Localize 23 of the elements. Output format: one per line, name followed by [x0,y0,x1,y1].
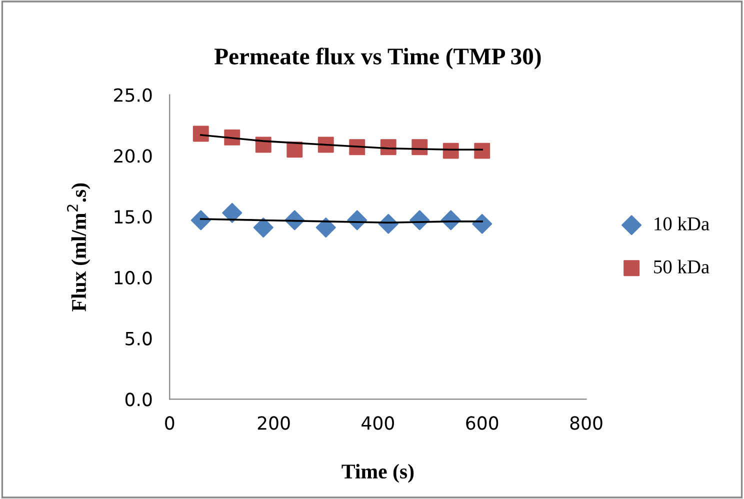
x-tick-label: 800 [570,416,602,430]
point [286,142,303,158]
y-tick-label: 25.0 [114,88,152,102]
legend-label: 10 kDa [654,216,710,230]
x-axis-title: Time (s) [342,464,414,483]
point [192,126,209,142]
y-axis-title: Flux (ml/m$^{2}$.s) [67,183,90,312]
x-tick-label: 400 [362,416,394,430]
point [316,218,336,238]
y-tick-label: 5.0 [126,332,152,346]
y-tick-label: 10.0 [114,270,152,285]
point [472,214,492,234]
x-tick-label: 0 [165,416,174,430]
x-tick-label: 200 [258,416,290,430]
chart-title: Permeate flux vs Time (TMP 30) [214,48,541,70]
y-tick-label: 0.0 [125,392,152,406]
legend-label: 50 kDa [654,260,710,274]
point [253,218,274,238]
y-tick-label: 15.0 [114,210,152,224]
point [222,202,242,223]
y-tick-label: 20.0 [114,149,152,163]
x-tick-label: 600 [466,416,498,430]
point [474,142,490,159]
